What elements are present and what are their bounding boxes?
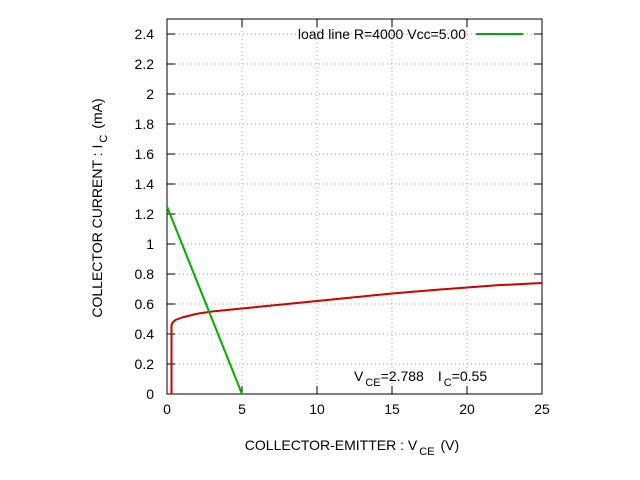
x-tick-label: 15	[384, 401, 400, 417]
plot-border	[166, 18, 543, 395]
legend: load line R=4000 Vcc=5.00	[298, 26, 523, 42]
x-tick-label: 25	[534, 401, 550, 417]
y-tick-label: 2	[146, 86, 154, 102]
y-tick-label: 0.6	[135, 296, 155, 312]
axis-ticks: 0 5 10 15 20 25 0 0.2 0.4 0.6 0.8 1 1.2 1.4 1.6 1.8 2 2.2…	[135, 19, 550, 417]
y-tick-label: 0.2	[135, 356, 155, 372]
y-tick-label: 0.8	[135, 266, 155, 282]
y-tick-label: 1.2	[135, 206, 155, 222]
y-tick-label: 2.2	[135, 56, 155, 72]
y-tick-label: 0	[146, 386, 154, 402]
x-axis-label: COLLECTOR-EMITTER : V CE (V)	[245, 437, 459, 458]
series-group	[166, 206, 543, 395]
y-tick-label: 1	[146, 236, 154, 252]
x-tick-label: 5	[238, 401, 246, 417]
y-axis-label: COLLECTOR CURRENT : IC(mA)	[89, 98, 110, 317]
y-tick-label: 2.4	[135, 26, 155, 42]
y-tick-label: 0.4	[135, 326, 155, 342]
x-tick-label: 0	[163, 401, 171, 417]
legend-label: load line R=4000 Vcc=5.00	[298, 26, 466, 42]
x-tick-label: 20	[459, 401, 475, 417]
x-tick-label: 10	[309, 401, 325, 417]
collector-characteristic-curve	[170, 282, 543, 394]
load-line	[166, 206, 243, 395]
y-tick-label: 1.8	[135, 116, 155, 132]
annotation-operating-point: V CE=2.788 I C=0.55	[354, 368, 487, 389]
y-tick-label: 1.6	[135, 146, 155, 162]
y-tick-label: 1.4	[135, 176, 155, 192]
grid	[167, 19, 542, 394]
